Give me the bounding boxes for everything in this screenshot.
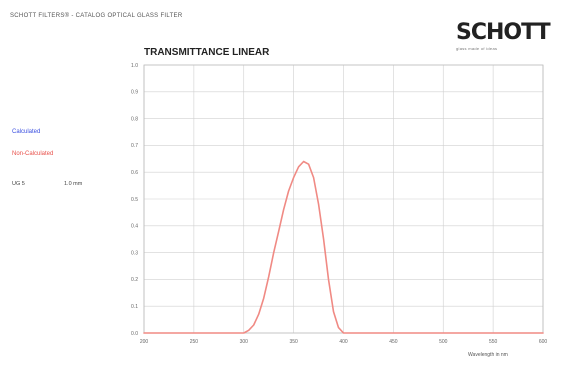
x-tick-label: 600 [539,339,548,345]
tick-labels: 0.0 0.1 0.2 0.3 0.4 0.5 0.6 0.7 0.8 0.9 1.0 200 250 3… [131,63,547,345]
x-tick-label: 500 [439,339,448,345]
y-tick-label: 0.1 [131,304,138,310]
x-tick-label: 400 [339,339,348,345]
logo-wordmark: SCHOTT [456,20,551,45]
filter-thickness: 1.0 mm [64,181,83,187]
legend-calculated: Calculated [12,129,41,135]
x-tick-label: 350 [289,339,298,345]
y-tick-label: 0.3 [131,250,138,256]
x-axis-label: Wavelength in nm [468,352,508,358]
chart-title: TRANSMITTANCE LINEAR [144,47,270,58]
series-layer [143,160,544,334]
x-tick-label: 550 [489,339,498,345]
legend-non-calculated: Non-Calculated [12,151,54,157]
y-tick-label: 0.5 [131,197,138,203]
y-tick-label: 0.2 [131,277,138,283]
logo-tagline: glass made of ideas [456,46,498,51]
y-tick-label: 0.6 [131,170,138,176]
y-tick-label: 0.9 [131,90,138,96]
y-tick-label: 0.8 [131,116,138,122]
x-tick-label: 450 [389,339,398,345]
y-tick-label: 0.7 [131,143,138,149]
x-tick-label: 300 [240,339,249,345]
x-tick-label: 200 [140,339,149,345]
schott-logo: SCHOTT glass made of ideas [456,20,556,52]
series-line [143,160,544,334]
y-tick-label: 0.0 [131,331,138,337]
filter-name: UG 5 [12,181,25,187]
y-tick-label: 0.4 [131,224,138,230]
x-tick-label: 250 [190,339,199,345]
y-tick-label: 1.0 [131,63,138,69]
catalog-title: SCHOTT FILTERS® - CATALOG OPTICAL GLASS … [10,13,183,19]
grid-lines [143,64,544,334]
